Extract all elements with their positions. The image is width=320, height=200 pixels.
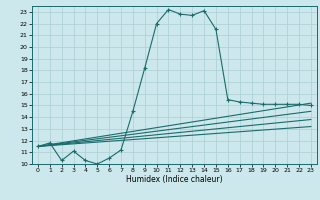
X-axis label: Humidex (Indice chaleur): Humidex (Indice chaleur) [126,175,223,184]
